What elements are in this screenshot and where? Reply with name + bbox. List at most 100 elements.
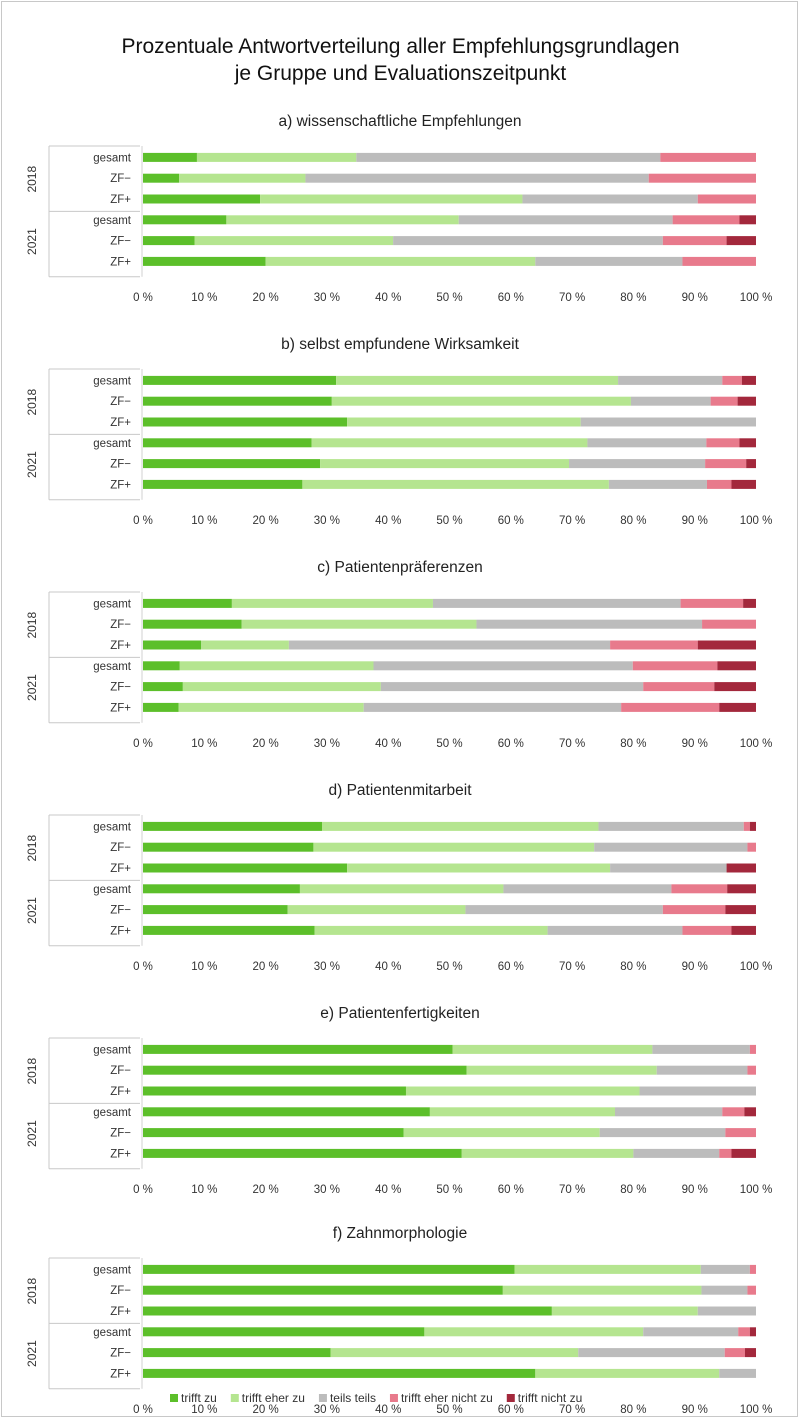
panel-title: d) Patientenmitarbeit (328, 782, 472, 799)
bar-segment (143, 417, 348, 427)
bar-segment (143, 396, 332, 406)
bar-segment (744, 1107, 756, 1117)
bar-segment (432, 598, 681, 608)
bar-segment (725, 905, 756, 915)
bar-segment (671, 884, 728, 894)
bar-segment (731, 925, 756, 935)
x-tick-label: 10 % (191, 515, 217, 527)
bar-segment (648, 173, 756, 183)
bar-segment (452, 1044, 653, 1054)
category-label: ZF+ (110, 702, 131, 714)
x-tick-label: 90 % (682, 738, 708, 750)
x-tick-label: 30 % (314, 738, 340, 750)
category-label: ZF− (110, 173, 131, 185)
bar-segment (714, 682, 756, 692)
category-label: gesamt (93, 821, 132, 833)
bar-segment (632, 661, 718, 671)
category-label: ZF− (110, 1065, 131, 1077)
group-label: 2021 (25, 451, 39, 478)
bar-segment (630, 396, 711, 406)
bar-segment (643, 682, 715, 692)
bar-segment (551, 1306, 698, 1316)
bar-segment (143, 1044, 453, 1054)
category-label: gesamt (93, 1107, 132, 1119)
bar-segment (143, 884, 300, 894)
bar-segment (743, 598, 756, 608)
group-label: 2018 (25, 166, 39, 193)
bar-segment (610, 640, 698, 650)
x-tick-label: 10 % (191, 738, 217, 750)
bar-segment (373, 661, 633, 671)
x-tick-label: 20 % (252, 961, 278, 973)
bar-segment (719, 702, 756, 712)
bar-segment (356, 152, 661, 162)
category-label: ZF+ (110, 1086, 131, 1098)
bar-segment (311, 438, 588, 448)
x-tick-label: 50 % (436, 515, 462, 527)
category-label: ZF+ (110, 479, 131, 491)
group-label: 2018 (25, 1058, 39, 1085)
category-label: gesamt (93, 1044, 132, 1056)
bar-segment (143, 375, 337, 385)
bar-segment (722, 1107, 745, 1117)
panel-title: e) Patientenfertigkeiten (320, 1005, 479, 1022)
bar-segment (514, 1264, 701, 1274)
bar-segment (660, 152, 756, 162)
category-label: ZF+ (110, 640, 131, 652)
x-tick-label: 30 % (314, 1404, 340, 1416)
bar-segment (143, 661, 180, 671)
group-label: 2018 (25, 389, 39, 416)
x-tick-label: 60 % (498, 738, 524, 750)
bar-segment (633, 1148, 720, 1158)
x-tick-label: 20 % (252, 515, 278, 527)
category-label: ZF− (110, 396, 131, 408)
group-label: 2021 (25, 897, 39, 924)
x-tick-label: 50 % (436, 1184, 462, 1196)
x-tick-label: 30 % (314, 1184, 340, 1196)
x-tick-label: 20 % (252, 1404, 278, 1416)
bar-segment (599, 1128, 726, 1138)
bar-segment (672, 215, 740, 225)
bar-segment (702, 619, 756, 629)
category-label: ZF− (110, 619, 131, 631)
bar-segment (747, 1285, 756, 1295)
bar-segment (143, 1327, 425, 1337)
bar-segment (682, 256, 756, 266)
x-tick-label: 100 % (740, 1404, 773, 1416)
category-label: gesamt (93, 152, 132, 164)
bar-segment (347, 863, 611, 873)
bar-segment (621, 702, 720, 712)
category-label: ZF− (110, 1128, 131, 1140)
x-tick-label: 80 % (620, 738, 646, 750)
bar-segment (724, 1348, 745, 1358)
legend-label: teils teils (330, 1391, 376, 1405)
bar-segment (731, 479, 756, 489)
legend-label: trifft nicht zu (518, 1391, 582, 1405)
panel-title: f) Zahnmorphologie (333, 1225, 467, 1242)
category-label: ZF− (110, 682, 131, 694)
bar-segment (458, 215, 673, 225)
category-label: ZF− (110, 842, 131, 854)
legend-swatch (230, 1394, 239, 1402)
x-tick-label: 90 % (682, 292, 708, 304)
legend-swatch (318, 1394, 327, 1402)
bar-segment (587, 438, 707, 448)
x-tick-label: 0 % (133, 1404, 153, 1416)
bar-segment (143, 1306, 552, 1316)
category-label: ZF+ (110, 417, 131, 429)
group-label: 2021 (25, 1120, 39, 1147)
category-label: ZF− (110, 459, 131, 471)
bar-segment (302, 479, 609, 489)
bar-segment (697, 1306, 756, 1316)
x-tick-label: 30 % (314, 961, 340, 973)
bar-segment (143, 236, 195, 246)
x-tick-label: 40 % (375, 292, 401, 304)
x-tick-label: 40 % (375, 961, 401, 973)
bar-segment (652, 1044, 750, 1054)
category-label: ZF+ (110, 925, 131, 937)
category-label: gesamt (93, 375, 132, 387)
bar-segment (143, 215, 227, 225)
group-label: 2018 (25, 1278, 39, 1305)
bar-segment (231, 598, 433, 608)
x-tick-label: 40 % (375, 738, 401, 750)
